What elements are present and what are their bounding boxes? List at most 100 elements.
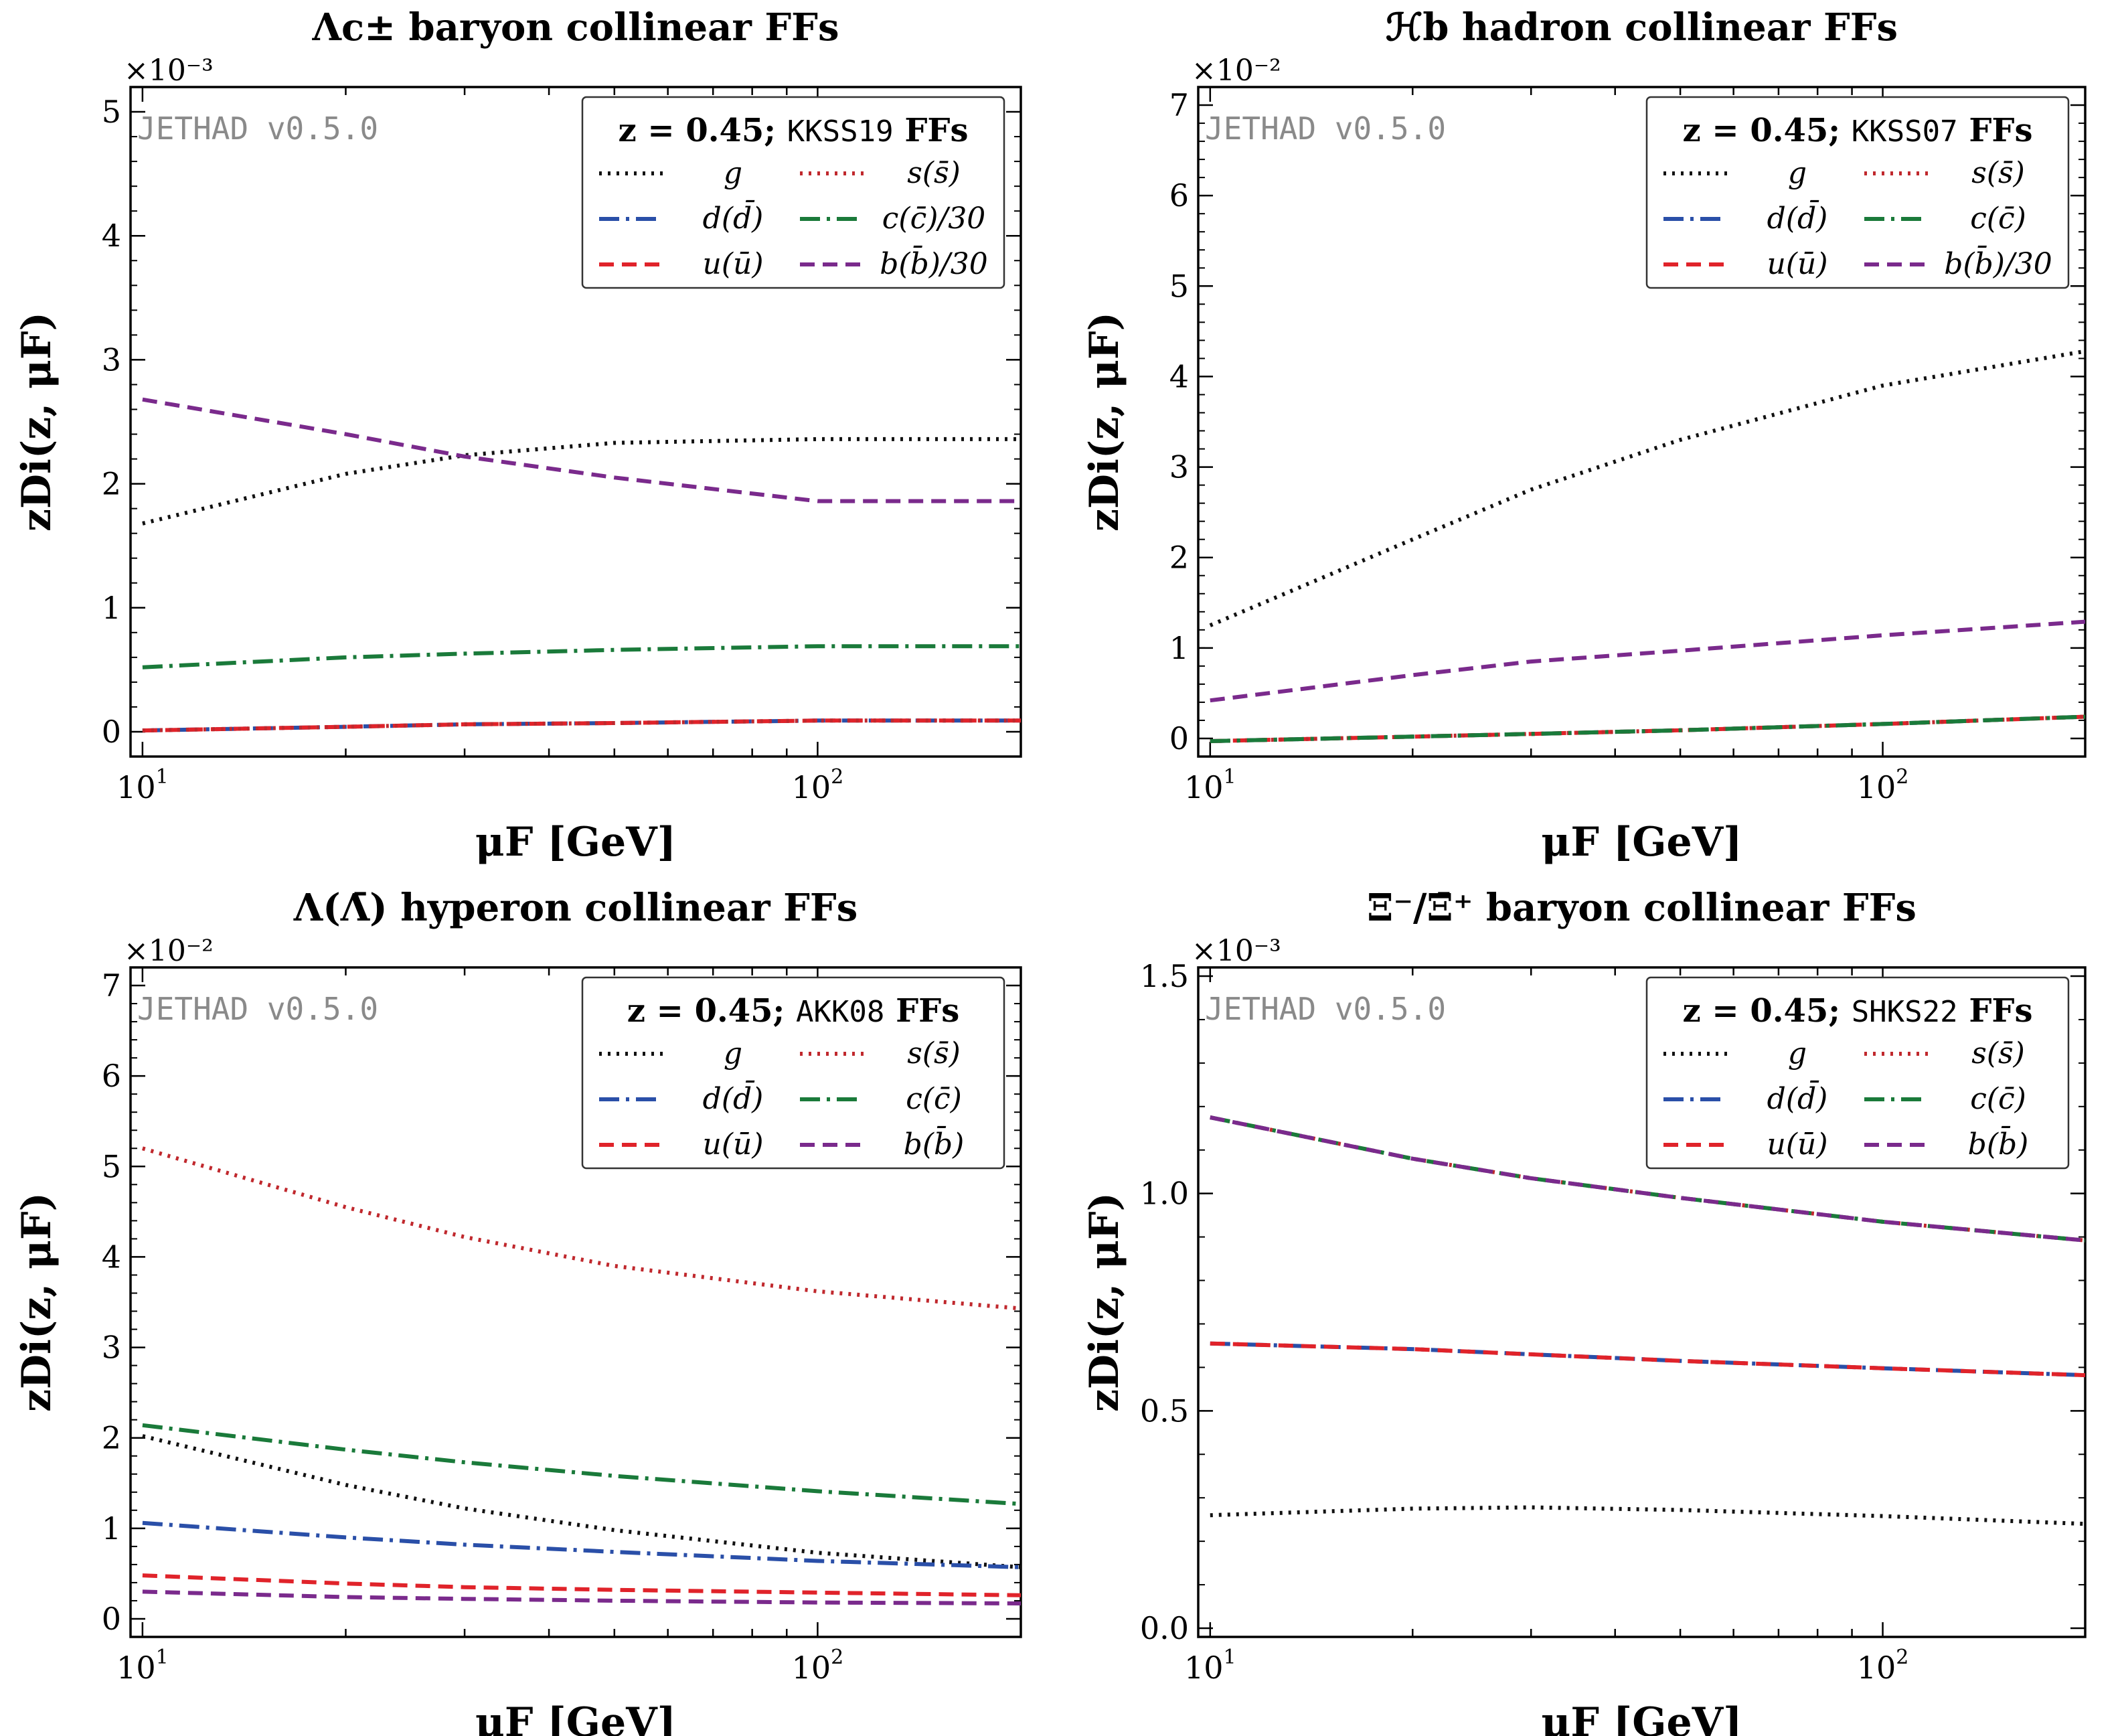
legend-entry-s(s̄): s(s̄) (800, 1036, 961, 1071)
y-axis-label: zDi(z, μF) (1081, 1192, 1128, 1412)
legend-entry-s(s̄): s(s̄) (1864, 156, 2025, 190)
series-line-g (1209, 349, 2085, 627)
legend-entry-d(d̄): d(d̄) (599, 1079, 763, 1116)
series-lines (142, 1146, 1021, 1605)
legend-header: z = 0.45; KKSS07 FFs (1682, 112, 2032, 149)
series-lines (142, 397, 1021, 733)
legend: z = 0.45; KKSS07 FFs g d(d̄) u(ū) s(s̄) c(c̄)… (1645, 96, 2070, 289)
legend-label: u(ū) (702, 1127, 763, 1162)
legend-entry-g: g (599, 1036, 742, 1071)
series-line-c(c̄) (1210, 714, 2085, 743)
legend-label: s(s̄) (1971, 156, 2025, 190)
legend-label: u(ū) (702, 247, 763, 281)
y-tick-label: 1 (102, 1510, 121, 1547)
x-ticks (1209, 967, 2087, 1637)
y-multiplier: ×10⁻³ (124, 54, 214, 88)
y-tick-label: 1.5 (1140, 958, 1189, 994)
legend-label: b(b̄) (1968, 1125, 2029, 1162)
series-line-d(d̄) (142, 1520, 1021, 1569)
jethad-watermark: JETHAD v0.5.0 (1205, 110, 1446, 147)
legend-label: d(d̄) (703, 1079, 764, 1116)
legend-entry-u(ū): u(ū) (599, 247, 764, 281)
legend-header: z = 0.45; AKK08 FFs (627, 992, 960, 1030)
legend-entry-b(b̄)/30: b(b̄)/30 (800, 244, 988, 281)
legend: z = 0.45; KKSS19 FFs g d(d̄) u(ū) s(s̄) c(c̄)… (581, 96, 1005, 289)
legend-box (581, 976, 1005, 1170)
plot-frame (1197, 966, 2087, 1638)
legend-entry-s(s̄): s(s̄) (800, 156, 961, 190)
plot-frame (129, 966, 1022, 1638)
series-line-g (142, 437, 1021, 526)
y-ticks: 0 1 2 3 4 5 6 7 (1169, 86, 2085, 757)
legend-label: u(ū) (1767, 247, 1827, 281)
legend-label: s(s̄) (907, 1036, 961, 1071)
y-multiplier: ×10⁻² (124, 934, 214, 968)
series-line-s(s̄) (142, 1146, 1021, 1311)
series-line-b(b̄)/30 (1210, 619, 2085, 703)
y-tick-label: 4 (102, 218, 121, 254)
legend-label: s(s̄) (1971, 1036, 2025, 1071)
chart-title: Λc± baryon collinear FFs (312, 5, 839, 50)
y-tick-label: 4 (102, 1239, 121, 1275)
x-tick-label: 102 (792, 1646, 844, 1686)
x-ticks (141, 87, 1022, 757)
legend-label: g (724, 1036, 742, 1071)
legend-label: b(b̄)/30 (1944, 244, 2052, 281)
series-line-b(b̄) (142, 1589, 1021, 1605)
y-tick-label: 4 (1169, 358, 1189, 394)
y-tick-label: 0.0 (1140, 1610, 1189, 1646)
legend-entry-b(b̄): b(b̄) (1864, 1125, 2028, 1162)
legend-box (1645, 96, 2070, 289)
series-line-c(c̄)/30 (142, 644, 1021, 669)
y-tick-label: 0.5 (1140, 1393, 1189, 1429)
x-tick-label: 101 (1184, 1646, 1236, 1686)
legend-label: g (1788, 156, 1807, 190)
x-axis-label: μF [GeV] (475, 819, 676, 866)
y-ticks: 0.0 0.5 1.0 1.5 (1140, 958, 2085, 1646)
legend-label: c(c̄) (1970, 202, 2026, 236)
x-axis-label: μF [GeV] (1541, 819, 1742, 866)
panel-1: Λc± baryon collinear FFs ×10⁻³ 101 102 0 1 2 3 4… (13, 5, 1022, 866)
series-line-u(ū) (142, 1573, 1021, 1597)
y-tick-label: 5 (102, 1148, 121, 1184)
y-tick-label: 3 (1169, 449, 1189, 485)
x-ticks (1209, 87, 2087, 757)
y-tick-label: 1.0 (1140, 1176, 1189, 1212)
y-axis-label: zDi(z, μF) (13, 312, 60, 532)
chart-title: Ξ⁻/Ξ̄⁺ baryon collinear FFs (1367, 886, 1917, 930)
series-line-b(b̄)/30 (142, 397, 1021, 503)
series-line-u(ū) (1210, 1341, 2085, 1378)
x-tick-label: 102 (1857, 1646, 1909, 1686)
legend-label: g (1788, 1036, 1807, 1071)
legend-label: g (724, 156, 742, 190)
legend-header: z = 0.45; SHKS22 FFs (1682, 992, 2032, 1030)
y-tick-label: 7 (1169, 87, 1189, 123)
y-tick-label: 2 (102, 466, 121, 502)
x-tick-label: 101 (116, 765, 169, 805)
legend-entry-d(d̄): d(d̄) (599, 199, 763, 236)
y-ticks: 0 1 2 3 4 5 6 7 (102, 967, 1021, 1638)
legend-entry-s(s̄): s(s̄) (1864, 1036, 2025, 1071)
legend-label: c(c̄) (906, 1082, 962, 1116)
legend-entry-u(ū): u(ū) (1663, 1127, 1828, 1162)
legend-entry-b(b̄): b(b̄) (800, 1125, 964, 1162)
jethad-watermark: JETHAD v0.5.0 (1205, 991, 1446, 1027)
y-tick-label: 6 (102, 1058, 121, 1094)
y-tick-label: 0 (102, 1601, 121, 1637)
panel-3: Λ(Λ̄) hyperon collinear FFs ×10⁻² 101 102 0 1… (13, 886, 1022, 1736)
legend-label: u(ū) (1767, 1127, 1827, 1162)
legend-entry-c(c̄)/30: c(c̄)/30 (800, 202, 985, 236)
legend-box (1645, 976, 2070, 1170)
plot-frame (1197, 86, 2087, 758)
series-line-u(ū) (142, 718, 1021, 733)
y-tick-label: 5 (102, 94, 121, 130)
y-tick-label: 0 (102, 714, 121, 750)
x-tick-label: 101 (116, 1646, 169, 1686)
legend-label: s(s̄) (907, 156, 961, 190)
y-tick-label: 7 (102, 967, 121, 1004)
jethad-watermark: JETHAD v0.5.0 (137, 110, 378, 147)
legend-entry-c(c̄): c(c̄) (800, 1082, 962, 1116)
legend-entry-b(b̄)/30: b(b̄)/30 (1864, 244, 2052, 281)
panel-2: ℋb hadron collinear FFs ×10⁻² 101 102 0 1 2 3 4 5… (1081, 5, 2087, 866)
